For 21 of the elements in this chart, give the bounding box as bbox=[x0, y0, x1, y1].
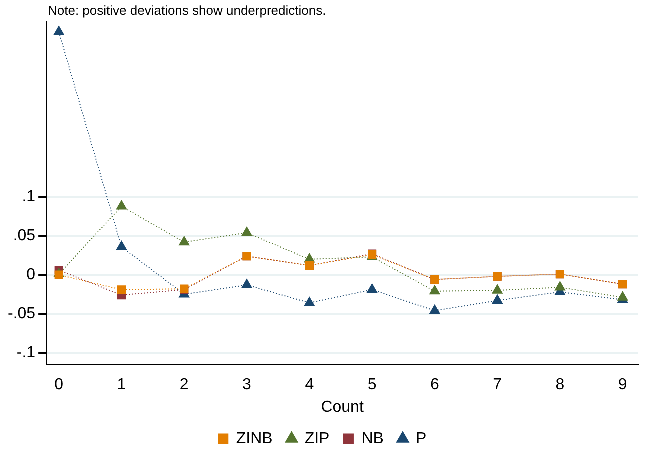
text: Note: positive deviations show underpredictions. bbox=[48, 3, 326, 18]
y-tick-label: -.05 bbox=[8, 305, 36, 322]
legend-label: NB bbox=[362, 430, 384, 448]
legend-label: ZINB bbox=[236, 430, 273, 448]
y-tick-label: -.1 bbox=[16, 344, 36, 362]
x-tick-label: 3 bbox=[242, 376, 252, 394]
x-tick-label: 0 bbox=[54, 376, 64, 394]
x-axis-title: Count bbox=[321, 398, 364, 416]
x-tick-label: 9 bbox=[618, 376, 628, 394]
x-tick-label: 4 bbox=[305, 376, 314, 394]
x-tick-label: 5 bbox=[368, 376, 377, 394]
x-tick-label: 6 bbox=[430, 376, 440, 394]
y-tick-label: .1 bbox=[22, 188, 36, 206]
x-tick-label: 1 bbox=[117, 376, 126, 394]
x-tick-label: 2 bbox=[180, 376, 189, 394]
x-tick-label: 7 bbox=[493, 376, 502, 394]
x-tick-label: 8 bbox=[556, 376, 565, 394]
legend-label: P bbox=[416, 430, 427, 448]
legend-label: ZIP bbox=[304, 430, 330, 448]
y-tick-label: 0 bbox=[26, 266, 36, 284]
y-tick-label: .05 bbox=[13, 228, 36, 245]
